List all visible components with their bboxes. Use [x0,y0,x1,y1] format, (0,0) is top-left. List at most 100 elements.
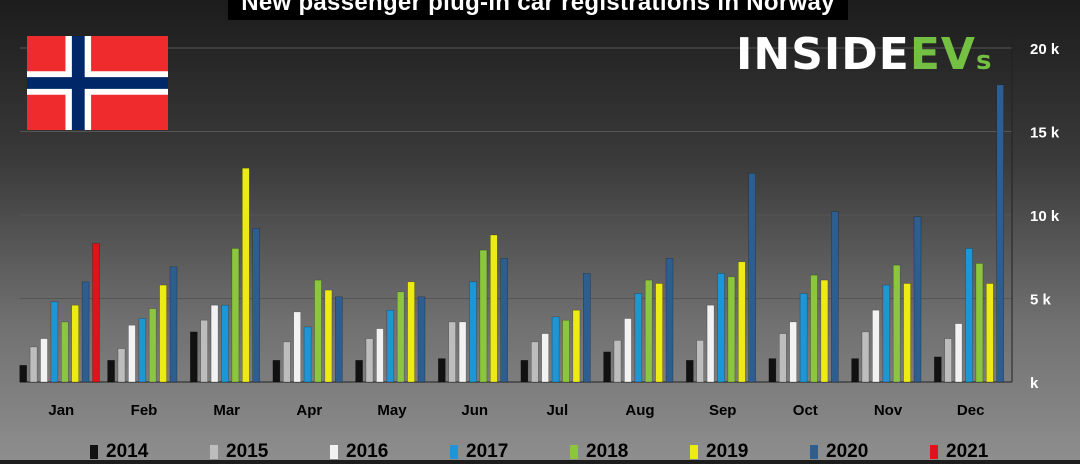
bar-jan-2018 [60,321,69,383]
bar-may-2019 [407,281,415,383]
bar-jan-2016 [40,338,48,383]
bar-mar-2019 [242,167,250,383]
bar-oct-2020 [830,211,839,383]
legend-item-2015: 2015 [210,441,330,463]
bar-mar-2018 [231,248,240,383]
bar-oct-2014 [768,358,777,383]
x-tick-label: Dec [957,402,985,419]
bar-jan-2017 [50,301,59,383]
x-tick-label: Jun [461,402,488,419]
bar-mar-2014 [190,331,198,383]
logo-text-main: INSIDE [736,29,910,80]
bar-jul-2015 [530,341,539,383]
bar-oct-2016 [789,321,798,383]
bar-sep-2017 [717,273,725,383]
legend-swatch [90,445,98,459]
bar-oct-2019 [820,279,829,383]
bar-nov-2019 [903,283,911,383]
bar-apr-2015 [282,341,291,383]
x-tick-label: Jul [546,402,568,419]
bar-feb-2017 [138,318,147,383]
bar-oct-2018 [810,274,818,383]
bar-jul-2017 [551,316,560,383]
bar-mar-2020 [252,228,260,383]
bar-sep-2015 [696,339,705,383]
x-tick-label: Nov [874,402,903,419]
bar-may-2014 [355,359,363,383]
bar-dec-2015 [944,338,953,383]
y-tick-label: 15 k [1030,125,1060,142]
legend-label: 2021 [946,441,989,462]
bar-mar-2016 [210,304,219,383]
legend-label: 2017 [466,441,509,462]
bar-jun-2018 [479,249,488,383]
bar-nov-2020 [913,216,922,383]
bar-jan-2020 [81,281,90,383]
bar-apr-2016 [293,311,302,383]
bar-jan-2015 [29,346,38,383]
bar-jan-2014 [19,364,28,383]
bar-nov-2017 [882,284,891,383]
legend-label: 2015 [226,441,269,462]
bar-jun-2020 [500,258,509,383]
x-tick-label: Jan [48,402,74,419]
legend-label: 2016 [346,441,389,462]
chart-title: New passenger plug-in car registrations … [228,0,848,20]
bar-aug-2014 [603,351,611,383]
legend-swatch [810,445,818,459]
chart-bars [19,84,1005,383]
legend-item-2018: 2018 [570,441,690,463]
bar-dec-2019 [985,283,994,383]
bar-feb-2014 [107,359,115,383]
norway-flag-icon [27,36,168,130]
insideevs-logo: INSIDEEVs [736,30,992,80]
bar-feb-2018 [148,308,157,383]
x-tick-label: May [377,402,407,419]
legend-label: 2018 [586,441,629,462]
legend-label: 2020 [826,441,869,462]
bar-jun-2019 [489,234,498,383]
legend-item-2020: 2020 [810,441,930,463]
bar-jul-2016 [541,333,550,383]
bar-may-2016 [376,328,384,383]
legend-swatch [930,445,938,459]
x-tick-label: Sep [709,402,737,419]
legend-swatch [570,445,578,459]
x-axis-labels: Jan Feb Mar Apr May Jun Jul Aug Sep Oct Nov Dec [48,402,984,419]
bar-aug-2017 [634,293,643,383]
x-tick-label: Mar [213,402,240,419]
bar-apr-2017 [303,326,312,383]
bar-jun-2016 [458,321,467,383]
bar-dec-2020 [996,84,1005,383]
bar-dec-2014 [933,356,942,383]
bar-nov-2014 [851,358,859,383]
x-tick-label: Apr [296,402,322,419]
bar-feb-2019 [159,284,167,383]
bar-sep-2018 [727,276,736,383]
bar-nov-2016 [872,309,880,383]
x-tick-label: Oct [793,402,818,419]
y-tick-label: 5 k [1030,292,1052,309]
bar-oct-2017 [799,293,808,383]
y-tick-label: 10 k [1030,208,1060,225]
bar-dec-2018 [975,263,984,383]
bar-apr-2019 [324,289,333,383]
bar-feb-2015 [117,348,126,383]
bar-feb-2016 [128,324,136,383]
legend-swatch [330,445,338,459]
bar-aug-2015 [613,339,622,383]
bar-aug-2016 [624,318,632,383]
legend-swatch [690,445,698,459]
bar-oct-2015 [778,333,787,383]
x-tick-label: Feb [131,402,158,419]
bar-may-2020 [417,296,426,383]
y-axis-labels: k 5 k 10 k 15 k 20 k [1030,41,1060,392]
x-tick-label: Aug [625,402,654,419]
legend-swatch [210,445,218,459]
bar-may-2017 [386,309,395,383]
bar-jul-2020 [582,273,591,383]
bar-feb-2020 [169,266,178,383]
legend-item-2019: 2019 [690,441,810,463]
legend-item-2021: 2021 [930,441,1050,463]
bar-sep-2014 [685,359,694,383]
